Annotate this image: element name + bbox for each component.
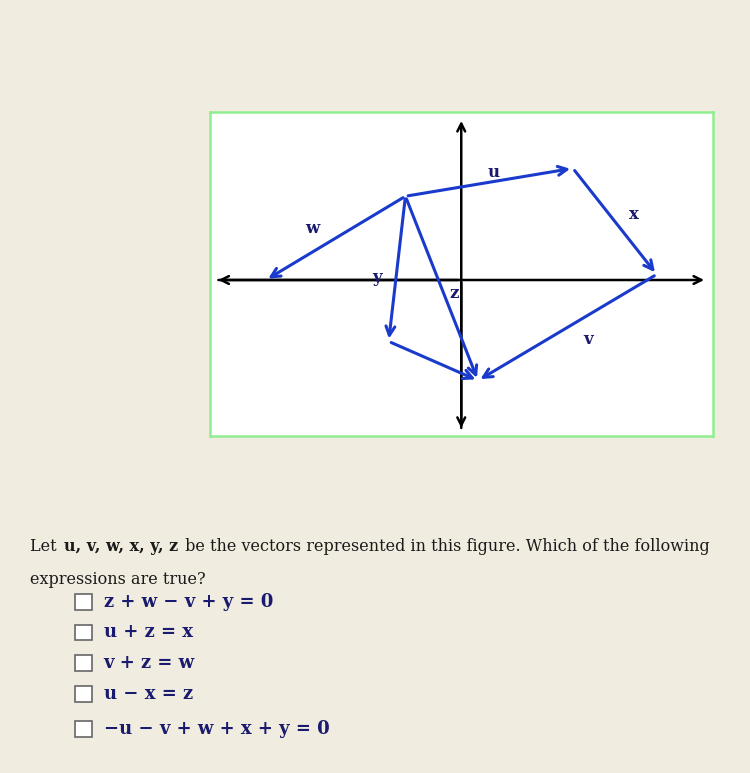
Text: u + z = x: u + z = x [104,624,193,642]
Bar [75,656,92,671]
Text: expressions are true?: expressions are true? [30,571,206,588]
Bar [75,594,92,610]
Text: be the vectors represented in this figure. Which of the following: be the vectors represented in this figur… [180,538,710,555]
Text: Let: Let [30,538,62,555]
Text: u: u [488,164,500,181]
Text: −u − v + w + x + y = 0: −u − v + w + x + y = 0 [104,720,329,738]
Text: v: v [584,332,593,349]
Text: z: z [449,285,459,302]
Bar [75,721,92,737]
Text: z + w − v + y = 0: z + w − v + y = 0 [104,593,273,611]
Bar [75,686,92,702]
Text: u − x = z: u − x = z [104,685,193,703]
Text: y: y [373,269,382,286]
Text: u, v, w, x, y, z: u, v, w, x, y, z [64,538,178,555]
Bar [75,625,92,640]
Text: v + z = w: v + z = w [104,654,195,672]
Text: w: w [305,220,320,237]
Text: x: x [629,206,639,223]
